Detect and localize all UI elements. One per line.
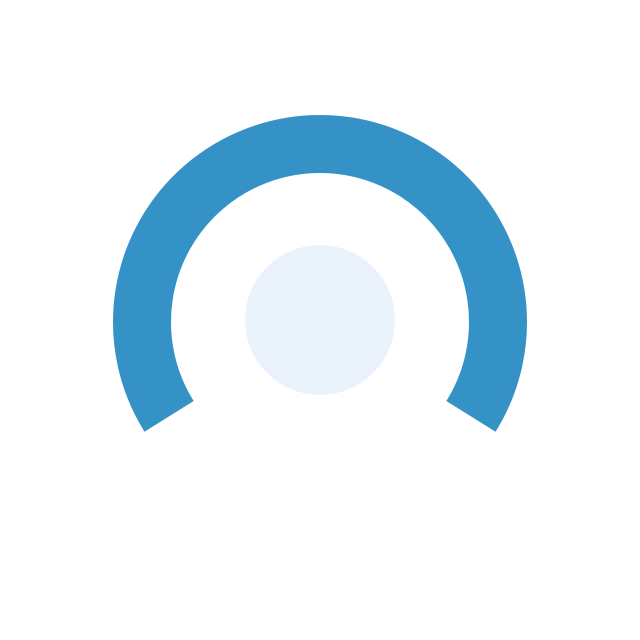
gauge-arc-icon bbox=[113, 115, 527, 432]
center-knob-icon[interactable] bbox=[245, 245, 395, 395]
